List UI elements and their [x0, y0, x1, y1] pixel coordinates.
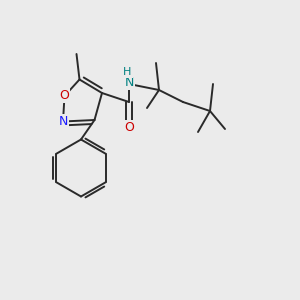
Text: O: O	[60, 89, 69, 103]
Text: H: H	[123, 67, 132, 77]
Text: N: N	[58, 115, 68, 128]
Text: N: N	[124, 76, 134, 89]
Text: O: O	[124, 121, 134, 134]
